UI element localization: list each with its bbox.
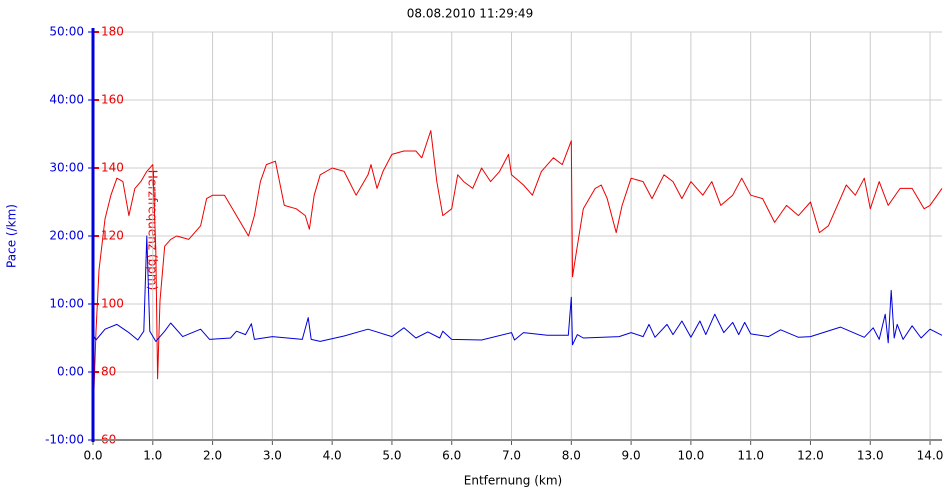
series-line <box>92 130 943 420</box>
x-tick-label: 11.0 <box>737 449 764 463</box>
x-tick-label: 2.0 <box>203 449 222 463</box>
y-tick-label: 50:00 <box>49 25 84 39</box>
series-line <box>92 235 943 346</box>
x-tick-label: 14.0 <box>917 449 944 463</box>
x-tick-label: 9.0 <box>622 449 641 463</box>
x-tick-label: 1.0 <box>143 449 162 463</box>
x-tick-label: 6.0 <box>442 449 461 463</box>
x-tick-label: 3.0 <box>263 449 282 463</box>
x-tick-label: 4.0 <box>323 449 342 463</box>
y-tick-label: -10:00 <box>45 433 84 447</box>
x-tick-label: 7.0 <box>502 449 521 463</box>
y-tick-label: 10:00 <box>49 297 84 311</box>
y2-tick-label: 120 <box>101 229 124 243</box>
y2-tick-label: 80 <box>101 365 116 379</box>
x-tick-label: 13.0 <box>857 449 884 463</box>
y-axis-label: Pace (/km) <box>5 204 19 268</box>
y2-tick-label: 140 <box>101 161 124 175</box>
y2-tick-label: 100 <box>101 297 124 311</box>
y-tick-label: 0:00 <box>57 365 84 379</box>
x-tick-label: 5.0 <box>382 449 401 463</box>
y2-tick-label: 180 <box>101 25 124 39</box>
y-tick-label: 30:00 <box>49 161 84 175</box>
y-tick-label: 20:00 <box>49 229 84 243</box>
chart-title: 08.08.2010 11:29:49 <box>407 7 533 21</box>
x-axis-label: Entfernung (km) <box>464 474 562 488</box>
x-tick-label: 8.0 <box>562 449 581 463</box>
y-tick-label: 40:00 <box>49 93 84 107</box>
x-tick-label: 0.0 <box>83 449 102 463</box>
y2-tick-label: 160 <box>101 93 124 107</box>
x-tick-label: 10.0 <box>678 449 705 463</box>
x-tick-label: 12.0 <box>797 449 824 463</box>
